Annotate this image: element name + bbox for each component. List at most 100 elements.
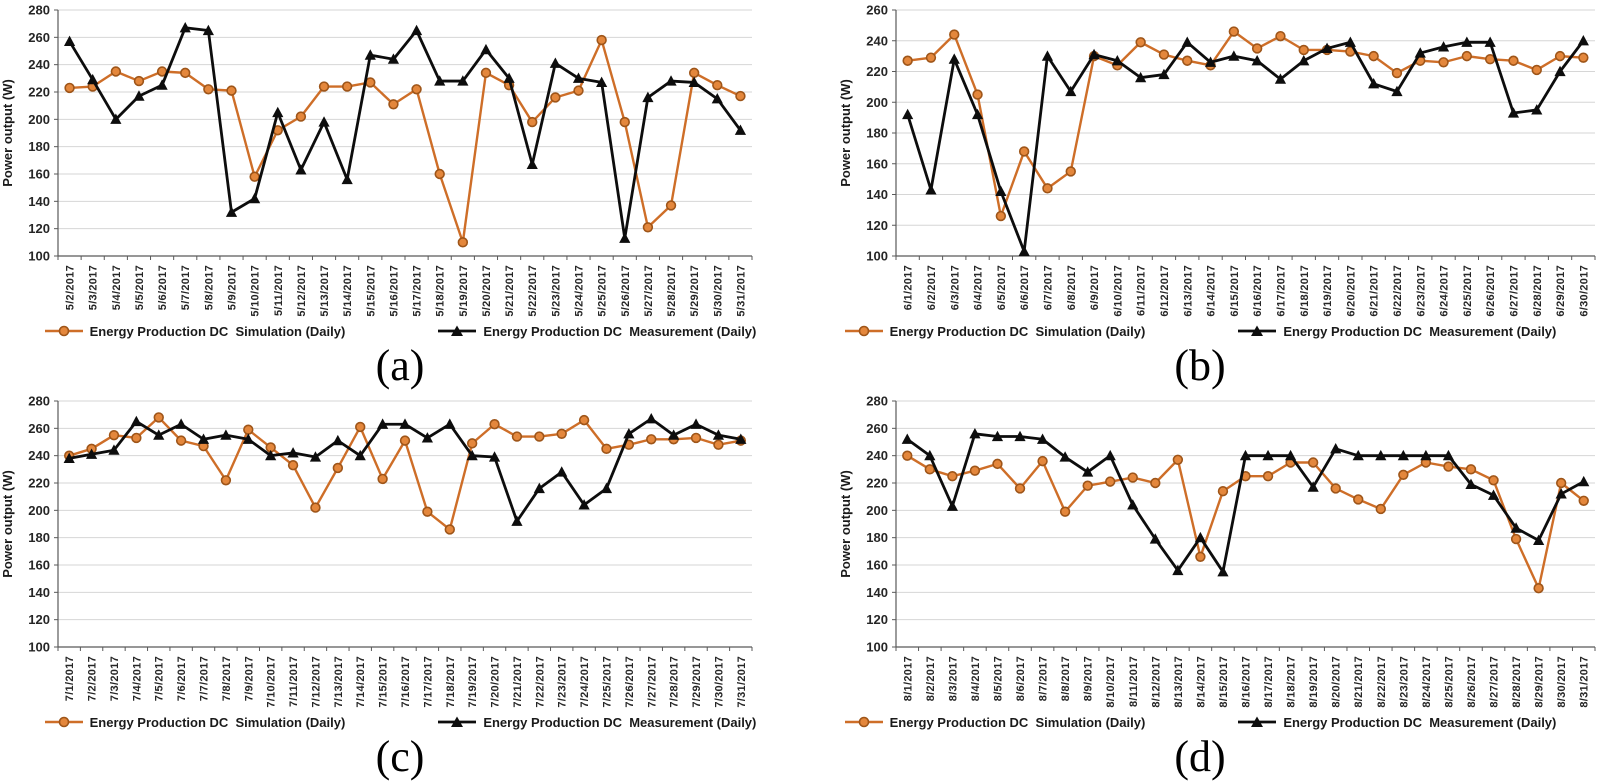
svg-text:6/1/2017: 6/1/2017: [903, 265, 915, 310]
legend-item-simulation: Energy Production DC Simulation (Daily): [44, 324, 345, 339]
svg-text:6/2/2017: 6/2/2017: [926, 265, 938, 310]
svg-text:6/15/2017: 6/15/2017: [1229, 265, 1241, 317]
svg-text:8/8/2017: 8/8/2017: [1060, 656, 1072, 701]
svg-text:200: 200: [866, 503, 888, 518]
svg-text:160: 160: [866, 156, 888, 171]
svg-text:5/25/2017: 5/25/2017: [597, 265, 609, 317]
svg-text:7/5/2017: 7/5/2017: [154, 656, 166, 701]
chart-a-plot: 100 120 140 160 180 200 220 240 260 280 5/2/2017 5/…: [0, 3, 753, 317]
svg-text:8/22/2017: 8/22/2017: [1376, 656, 1388, 708]
svg-text:200: 200: [28, 503, 50, 518]
svg-text:5/26/2017: 5/26/2017: [620, 265, 632, 317]
svg-text:8/9/2017: 8/9/2017: [1083, 656, 1095, 701]
svg-text:120: 120: [28, 612, 50, 627]
svg-text:8/15/2017: 8/15/2017: [1218, 656, 1230, 708]
svg-text:6/19/2017: 6/19/2017: [1322, 265, 1334, 317]
svg-text:5/6/2017: 5/6/2017: [157, 265, 169, 310]
svg-text:7/14/2017: 7/14/2017: [355, 656, 367, 708]
svg-text:280: 280: [866, 394, 888, 409]
legend-label-measurement: Energy Production DC Measurement (Daily): [483, 714, 757, 730]
legend-d: Energy Production DC Simulation (Daily) …: [800, 711, 1600, 733]
svg-text:6/18/2017: 6/18/2017: [1299, 265, 1311, 317]
legend-item-measurement: Energy Production DC Measurement (Daily): [437, 715, 756, 730]
svg-text:120: 120: [866, 612, 888, 627]
svg-text:5/22/2017: 5/22/2017: [527, 265, 539, 317]
svg-text:8/18/2017: 8/18/2017: [1286, 656, 1298, 708]
svg-text:8/30/2017: 8/30/2017: [1556, 656, 1568, 708]
svg-text:7/22/2017: 7/22/2017: [534, 656, 546, 708]
svg-text:5/20/2017: 5/20/2017: [481, 265, 493, 317]
svg-text:5/16/2017: 5/16/2017: [388, 265, 400, 317]
svg-text:140: 140: [866, 585, 888, 600]
legend-label-simulation: Energy Production DC Simulation (Daily): [889, 323, 1146, 339]
svg-text:6/6/2017: 6/6/2017: [1019, 265, 1031, 310]
legend-b: Energy Production DC Simulation (Daily) …: [800, 320, 1600, 342]
svg-text:8/25/2017: 8/25/2017: [1443, 656, 1455, 708]
svg-text:8/31/2017: 8/31/2017: [1579, 656, 1591, 708]
svg-text:5/13/2017: 5/13/2017: [319, 265, 331, 317]
svg-text:7/27/2017: 7/27/2017: [646, 656, 658, 708]
svg-text:8/16/2017: 8/16/2017: [1241, 656, 1253, 708]
svg-text:8/24/2017: 8/24/2017: [1421, 656, 1433, 708]
simulation-line-circle-icon: [844, 325, 883, 337]
svg-text:7/16/2017: 7/16/2017: [400, 656, 412, 708]
svg-text:7/4/2017: 7/4/2017: [131, 656, 143, 701]
simulation-line-circle-icon: [844, 716, 883, 728]
svg-text:280: 280: [28, 394, 50, 409]
svg-text:7/3/2017: 7/3/2017: [109, 656, 121, 701]
svg-text:5/28/2017: 5/28/2017: [666, 265, 678, 317]
svg-text:8/11/2017: 8/11/2017: [1128, 656, 1140, 707]
svg-text:6/4/2017: 6/4/2017: [973, 265, 985, 310]
svg-text:8/28/2017: 8/28/2017: [1511, 656, 1523, 708]
svg-text:5/31/2017: 5/31/2017: [735, 265, 747, 317]
svg-text:8/14/2017: 8/14/2017: [1195, 656, 1207, 708]
svg-text:5/11/2017: 5/11/2017: [273, 265, 285, 316]
legend-item-measurement: Energy Production DC Measurement (Daily): [437, 324, 756, 339]
svg-text:7/15/2017: 7/15/2017: [378, 656, 390, 708]
caption-b: (b): [1174, 341, 1226, 390]
svg-text:6/14/2017: 6/14/2017: [1206, 265, 1218, 317]
chart-panel-a: 100 120 140 160 180 200 220 240 260 280 5/2/2017 5/…: [0, 0, 800, 391]
svg-text:7/17/2017: 7/17/2017: [422, 656, 434, 708]
svg-text:8/6/2017: 8/6/2017: [1015, 656, 1027, 701]
svg-text:6/22/2017: 6/22/2017: [1392, 265, 1404, 317]
svg-text:120: 120: [28, 221, 50, 236]
legend-c: Energy Production DC Simulation (Daily) …: [0, 711, 800, 733]
svg-text:5/3/2017: 5/3/2017: [88, 265, 100, 310]
svg-text:6/23/2017: 6/23/2017: [1415, 265, 1427, 317]
svg-text:7/12/2017: 7/12/2017: [310, 656, 322, 708]
svg-text:8/26/2017: 8/26/2017: [1466, 656, 1478, 708]
svg-text:7/7/2017: 7/7/2017: [199, 656, 211, 701]
svg-text:180: 180: [866, 530, 888, 545]
svg-text:5/2/2017: 5/2/2017: [65, 265, 77, 310]
legend-label-simulation: Energy Production DC Simulation (Daily): [89, 714, 346, 730]
svg-text:7/29/2017: 7/29/2017: [691, 656, 703, 708]
svg-text:6/7/2017: 6/7/2017: [1042, 265, 1054, 310]
svg-text:7/9/2017: 7/9/2017: [243, 656, 255, 701]
svg-text:5/21/2017: 5/21/2017: [504, 265, 516, 317]
caption-d: (d): [1174, 732, 1226, 781]
simulation-line-circle-icon: [44, 716, 83, 728]
svg-text:140: 140: [866, 187, 888, 202]
svg-text:5/17/2017: 5/17/2017: [412, 265, 424, 317]
svg-text:6/12/2017: 6/12/2017: [1159, 265, 1171, 317]
svg-text:200: 200: [28, 112, 50, 127]
svg-text:8/20/2017: 8/20/2017: [1331, 656, 1343, 708]
svg-text:6/3/2017: 6/3/2017: [949, 265, 961, 310]
svg-text:7/26/2017: 7/26/2017: [624, 656, 636, 708]
svg-text:160: 160: [866, 558, 888, 573]
svg-text:200: 200: [866, 95, 888, 110]
svg-text:7/19/2017: 7/19/2017: [467, 656, 479, 708]
caption-a: (a): [375, 341, 425, 390]
svg-text:6/13/2017: 6/13/2017: [1182, 265, 1194, 317]
chart-panel-c: 100 120 140 160 180 200 220 240 260 280 7/1/2017 7/…: [0, 391, 800, 783]
svg-text:240: 240: [28, 448, 50, 463]
svg-text:140: 140: [28, 194, 50, 209]
legend-item-simulation: Energy Production DC Simulation (Daily): [844, 715, 1145, 730]
svg-text:260: 260: [28, 421, 50, 436]
legend-label-measurement: Energy Production DC Measurement (Daily): [1283, 714, 1557, 730]
svg-text:180: 180: [28, 139, 50, 154]
svg-text:220: 220: [866, 64, 888, 79]
svg-text:120: 120: [866, 218, 888, 233]
svg-text:6/11/2017: 6/11/2017: [1136, 265, 1148, 316]
